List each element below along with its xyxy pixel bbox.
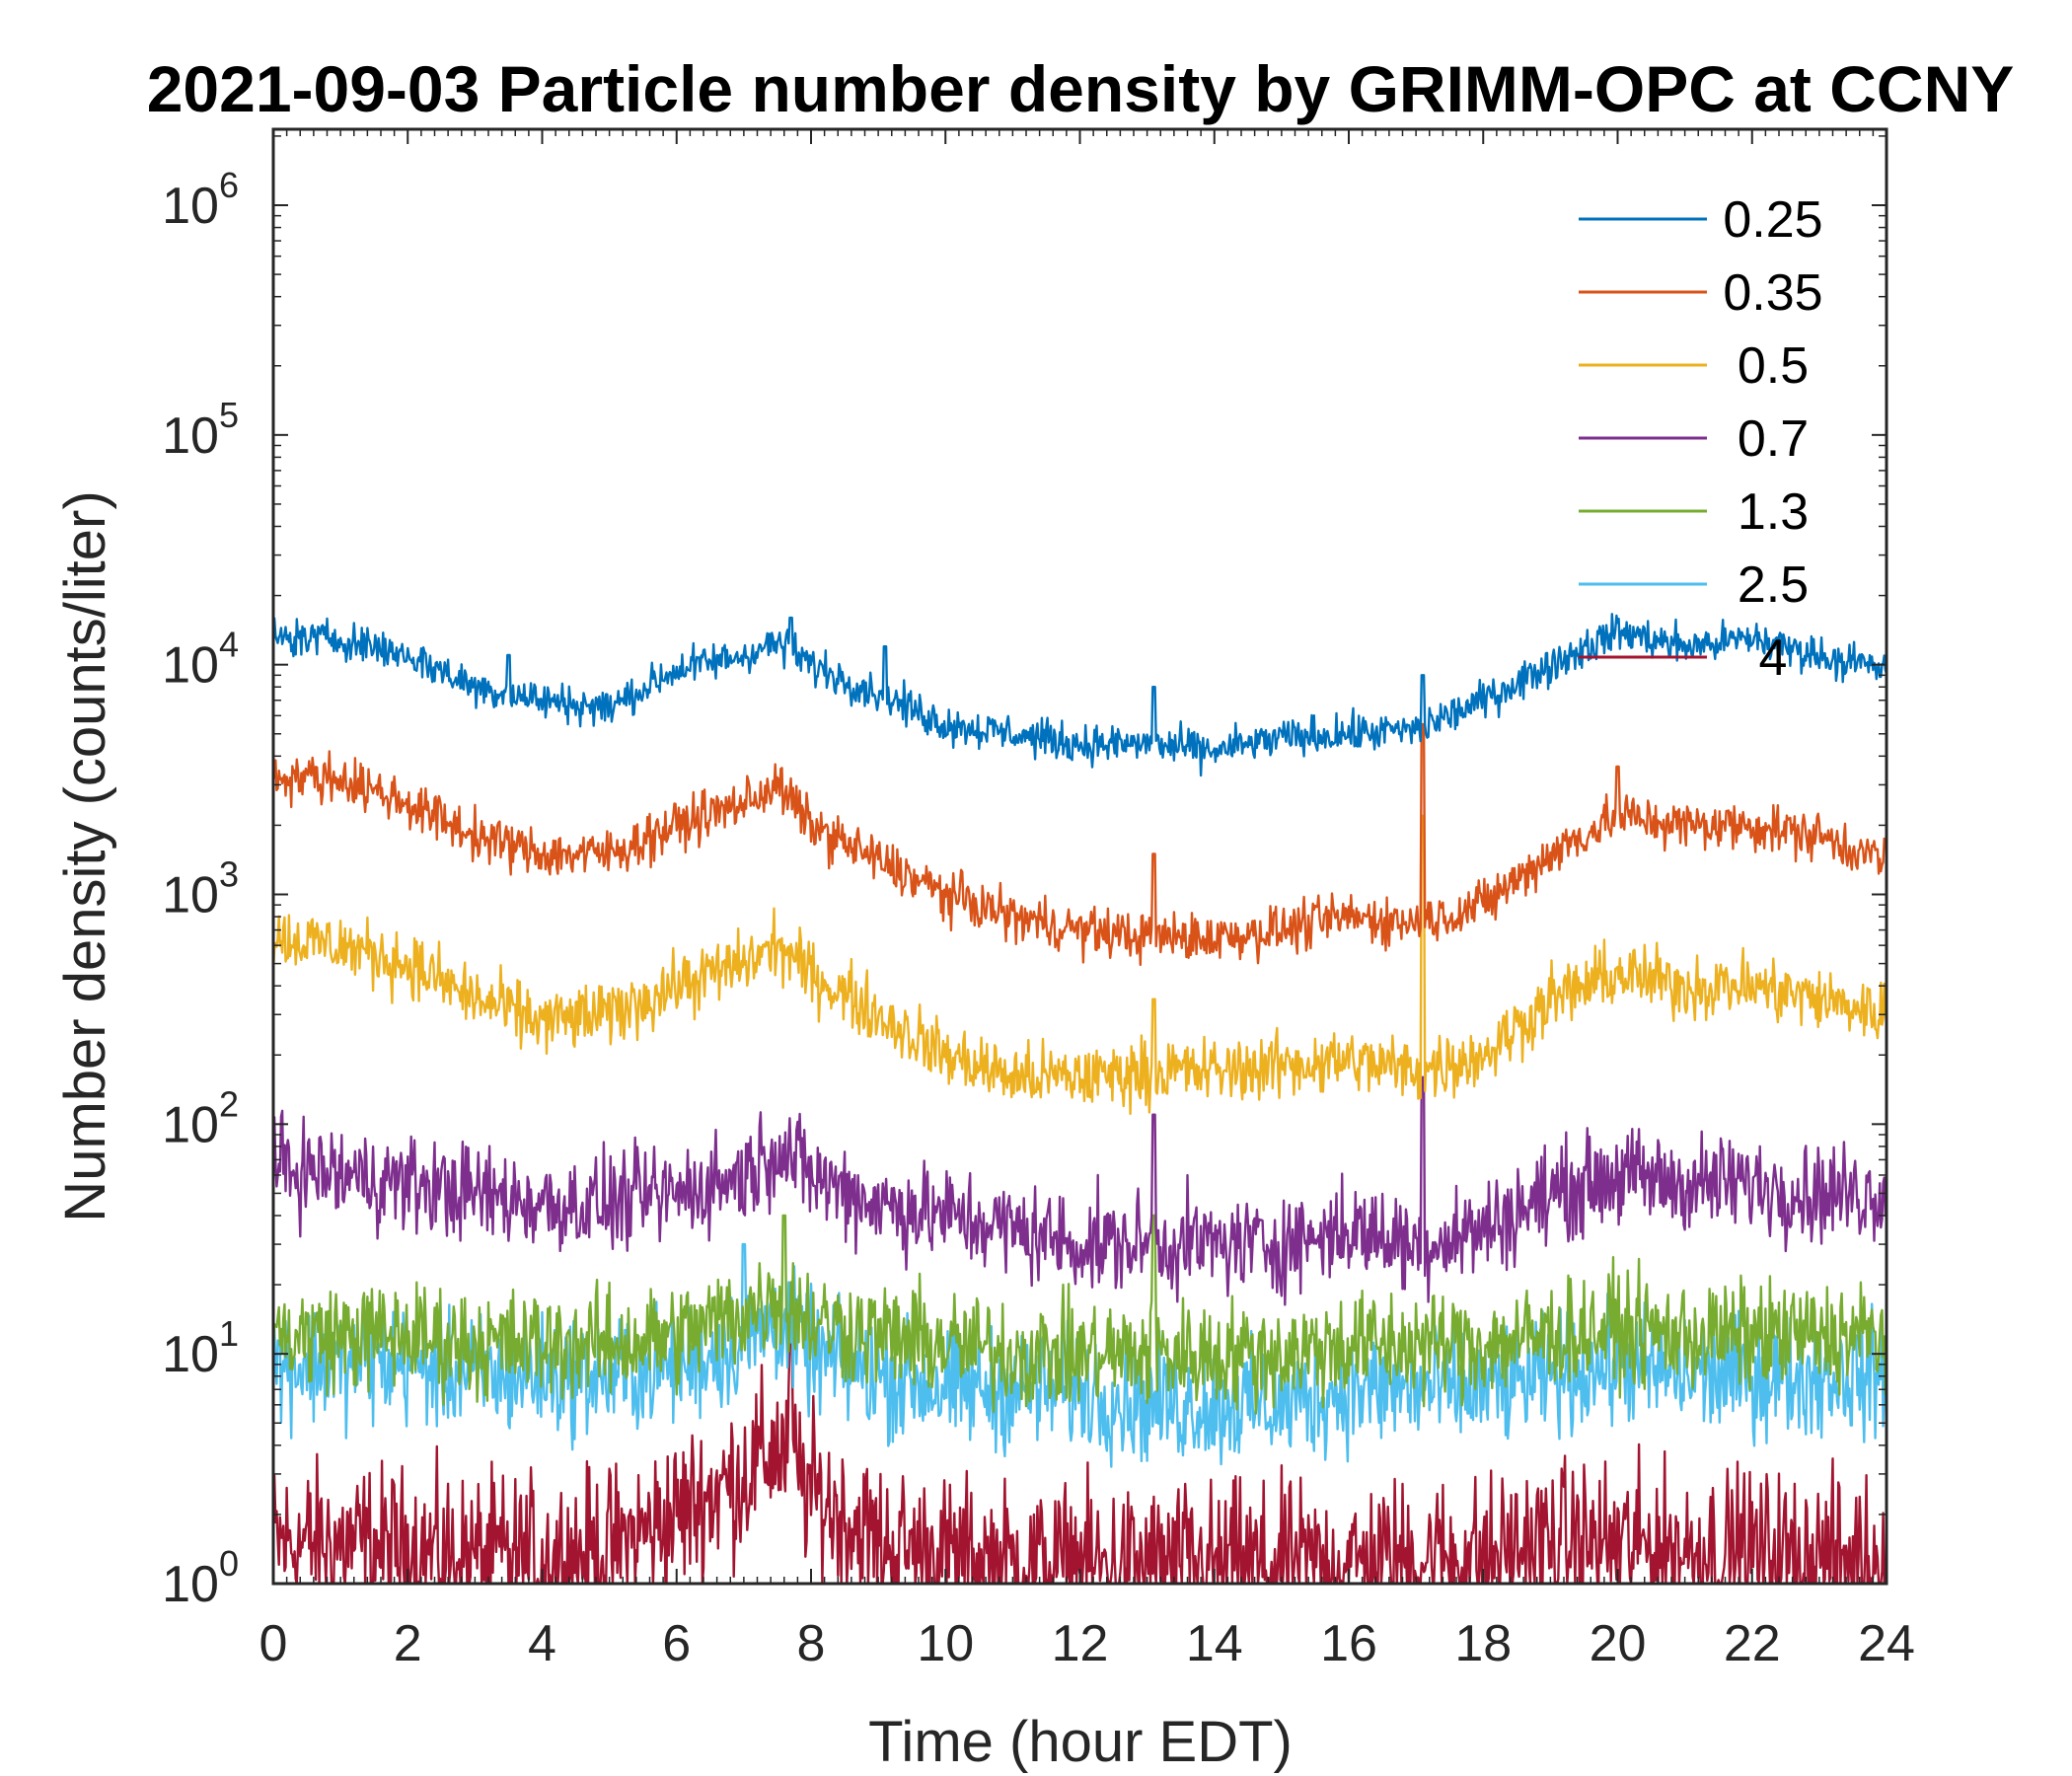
- y-tick-exponent: 2: [219, 1083, 239, 1124]
- x-tick-label: 14: [1186, 1615, 1243, 1672]
- legend-label: 4: [1759, 629, 1788, 687]
- y-tick-exponent: 5: [219, 395, 239, 435]
- x-tick-label: 12: [1052, 1615, 1109, 1672]
- y-tick-label: 104: [162, 625, 239, 695]
- x-tick-label: 20: [1590, 1615, 1647, 1672]
- y-tick-label: 106: [162, 165, 239, 235]
- legend-label: 0.25: [1723, 191, 1822, 249]
- x-tick-label: 4: [528, 1615, 556, 1672]
- x-axis-label: Time (hour EDT): [868, 1710, 1293, 1774]
- y-tick-exponent: 4: [219, 625, 239, 665]
- series-line: [273, 722, 1887, 966]
- legend-label: 0.35: [1723, 264, 1822, 322]
- y-tick-base: 10: [162, 1326, 219, 1383]
- y-tick-base: 10: [162, 178, 219, 235]
- x-tick-label: 24: [1858, 1615, 1915, 1672]
- x-tick-label: 10: [917, 1615, 974, 1672]
- x-tick-label: 2: [394, 1615, 422, 1672]
- x-tick-label: 18: [1454, 1615, 1512, 1672]
- y-axis-label: Number density (counts/liter): [53, 490, 117, 1221]
- series-line: [273, 814, 1887, 1115]
- y-tick-base: 10: [162, 1556, 219, 1613]
- y-tick-base: 10: [162, 637, 219, 695]
- legend-label: 0.7: [1738, 410, 1809, 468]
- y-tick-exponent: 3: [219, 854, 239, 895]
- chart-title: 2021-09-03 Particle number density by GR…: [147, 52, 2015, 125]
- series-line: [273, 1214, 1887, 1415]
- y-tick-label: 105: [162, 395, 239, 465]
- y-tick-base: 10: [162, 867, 219, 925]
- y-tick-label: 102: [162, 1083, 239, 1153]
- series-layer: [273, 613, 1887, 1584]
- x-tick-label: 0: [259, 1615, 288, 1672]
- x-tick-label: 8: [797, 1615, 826, 1672]
- y-tick-exponent: 1: [219, 1313, 239, 1354]
- series-line: [273, 613, 1887, 777]
- y-tick-label: 101: [162, 1313, 239, 1383]
- tick-layer: [272, 129, 1887, 1585]
- y-tick-base: 10: [162, 1096, 219, 1153]
- y-tick-label: 103: [162, 854, 239, 925]
- y-tick-exponent: 0: [219, 1543, 239, 1584]
- legend: 0.25 0.35 0.5 0.7 1.3 2.5 4: [1579, 191, 1823, 687]
- x-tick-label: 22: [1724, 1615, 1781, 1672]
- series-line: [273, 1075, 1887, 1306]
- y-tick-exponent: 6: [219, 165, 239, 205]
- x-tick-label: 6: [662, 1615, 691, 1672]
- y-tick-base: 10: [162, 407, 219, 465]
- legend-label: 0.5: [1738, 337, 1809, 395]
- y-tick-label: 100: [162, 1543, 239, 1613]
- x-tick-labels: 0 2 4 6 8 10 12 14 16 18 20 22 24: [259, 1615, 1915, 1672]
- legend-label: 2.5: [1738, 556, 1809, 614]
- x-tick-label: 16: [1320, 1615, 1377, 1672]
- legend-label: 1.3: [1738, 483, 1809, 541]
